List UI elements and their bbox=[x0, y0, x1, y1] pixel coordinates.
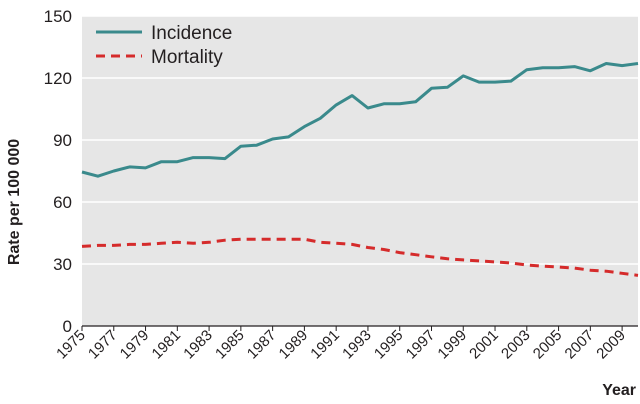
x-tick-label: 1991 bbox=[307, 327, 343, 363]
y-tick-label: 60 bbox=[53, 193, 72, 212]
y-tick-label: 0 bbox=[63, 317, 72, 336]
y-tick-label: 120 bbox=[44, 69, 72, 88]
legend-label-incidence: Incidence bbox=[151, 23, 232, 44]
x-tick-label: 1995 bbox=[371, 327, 407, 363]
y-tick-label: 30 bbox=[53, 255, 72, 274]
x-tick-label: 1979 bbox=[117, 327, 153, 363]
x-tick-label: 1999 bbox=[434, 327, 470, 363]
x-tick-label: 1975 bbox=[53, 327, 89, 363]
x-tick-label: 1997 bbox=[403, 327, 439, 363]
x-tick-label: 2001 bbox=[466, 327, 502, 363]
x-tick-label: 2005 bbox=[530, 327, 566, 363]
y-axis-title: Rate per 100 000 bbox=[6, 139, 23, 265]
y-tick-label: 90 bbox=[53, 131, 72, 150]
series-line-mortality bbox=[81, 237, 639, 277]
y-tick-label: 150 bbox=[44, 7, 72, 26]
x-tick-label: 2003 bbox=[498, 327, 534, 363]
series-lines bbox=[81, 62, 639, 277]
x-axis-title: Year bbox=[602, 382, 636, 399]
y-axis-ticks: 0 30 60 90 120 150 bbox=[44, 7, 638, 336]
x-tick-label: 1989 bbox=[276, 327, 312, 363]
x-axis-ticks: 1975197719791981198319851987198919911993… bbox=[53, 326, 629, 362]
x-tick-label: 1981 bbox=[149, 327, 185, 363]
x-tick-label: 1993 bbox=[339, 327, 375, 363]
x-tick-label: 2009 bbox=[593, 327, 629, 363]
x-tick-label: 1985 bbox=[212, 327, 248, 363]
legend-label-mortality: Mortality bbox=[151, 47, 223, 68]
series-line-incidence bbox=[81, 62, 639, 178]
x-tick-label: 2007 bbox=[562, 327, 598, 363]
x-tick-label: 1977 bbox=[85, 327, 121, 363]
legend: Incidence Mortality bbox=[96, 23, 232, 68]
x-tick-label: 1987 bbox=[244, 327, 280, 363]
gridlines bbox=[82, 15, 638, 265]
x-tick-label: 1983 bbox=[180, 327, 216, 363]
